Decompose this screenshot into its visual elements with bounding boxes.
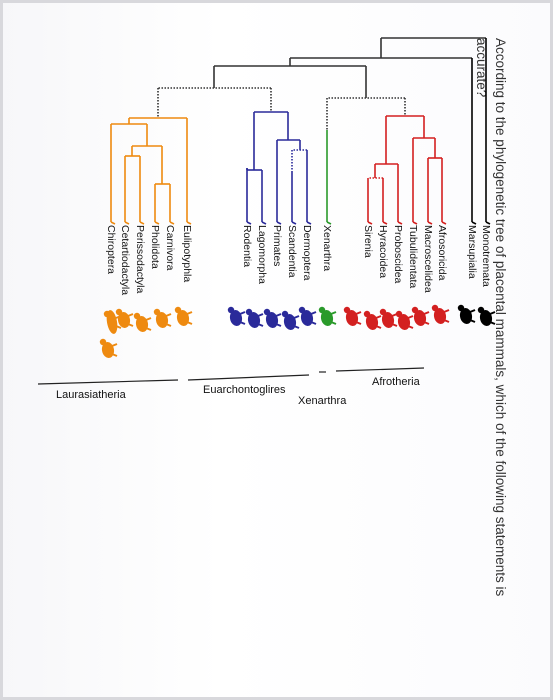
bat-icon — [99, 338, 118, 358]
taxon-label-monotremata: Monotremata — [480, 225, 492, 287]
tip-tick-tubulidentata — [412, 221, 418, 225]
rodent-icon — [227, 306, 246, 326]
laurasiatheria-bar — [37, 379, 179, 385]
afrotheria-bar — [335, 367, 425, 372]
taxon-label-lagomorpha: Lagomorpha — [256, 225, 268, 284]
armadillo-icon — [318, 306, 337, 326]
tip-tick-perissodactyla — [139, 221, 145, 225]
group-label-laurasiatheria: Laurasiatheria — [56, 389, 127, 401]
tip-tick-sirenia — [367, 221, 373, 225]
cat-icon — [153, 308, 172, 328]
tip-tick-scandentia — [291, 221, 297, 225]
tip-tick-dermoptera — [306, 221, 312, 225]
taxon-label-eulipotyphla: Eulipotyphla — [181, 225, 193, 282]
taxon-label-scandentia: Scandentia — [286, 225, 298, 278]
colugo-icon — [298, 306, 317, 326]
platypus-icon — [477, 306, 496, 326]
manatee-icon — [343, 306, 362, 326]
taxon-label-cetartiodactyla: Cetartiodactyla — [119, 225, 131, 295]
taxon-label-sirenia: Sirenia — [362, 225, 374, 258]
group-label-afrotheria: Afrotheria — [372, 376, 421, 388]
taxon-label-tubulidentata: Tubulidentata — [407, 225, 419, 288]
tip-tick-chiroptera — [110, 221, 116, 225]
tree-tips — [110, 38, 491, 225]
tip-tick-lagomorpha — [261, 221, 267, 225]
treeshrew-icon — [281, 310, 300, 330]
taxon-label-hyracoidea: Hyracoidea — [377, 225, 389, 278]
elephant-icon — [379, 308, 398, 328]
tenrec-icon — [431, 304, 450, 324]
taxon-label-dermoptera: Dermoptera — [301, 225, 313, 281]
taxon-label-rodentia: Rodentia — [241, 225, 253, 267]
group-bars: Afrotheria Xenarthra Euarchontoglires La… — [37, 367, 425, 407]
taxon-label-marsupialia: Marsupialia — [466, 225, 478, 279]
taxon-label-primates: Primates — [271, 225, 283, 266]
hyrax-icon — [363, 310, 382, 330]
tip-tick-eulipotyphla — [186, 221, 192, 225]
elephant-shrew-icon — [411, 306, 430, 326]
tree-branches — [111, 37, 486, 185]
tip-tick-proboscidea — [397, 221, 403, 225]
taxon-label-macroscelidea: Macroscelidea — [422, 225, 434, 293]
taxon-label-xenarthra: Xenarthra — [321, 225, 333, 271]
group-label-xenarthra: Xenarthra — [298, 395, 347, 407]
rabbit-icon — [245, 308, 264, 328]
tip-tick-xenarthra — [326, 221, 332, 225]
monkey-icon — [263, 308, 282, 328]
tip-tick-rodentia — [246, 221, 252, 225]
tip-tick-hyracoidea — [382, 221, 388, 225]
tip-tick-pholidota — [154, 221, 160, 225]
group-label-euarchontoglires: Euarchontoglires — [203, 384, 286, 396]
taxon-label-proboscidea: Proboscidea — [392, 225, 404, 284]
deer-whale-icon — [103, 310, 122, 334]
tip-tick-afrosoricida — [441, 221, 447, 225]
taxon-label-perissodactyla: Perissodactyla — [134, 225, 146, 293]
taxon-label-chiroptera: Chiroptera — [105, 225, 117, 274]
taxon-label-carnivora: Carnivora — [164, 225, 176, 271]
tip-tick-macroscelidea — [427, 221, 433, 225]
animal-icons — [99, 304, 496, 358]
kangaroo-icon — [457, 304, 476, 324]
hedgehog-icon — [174, 306, 193, 326]
taxon-label-pholidota: Pholidota — [149, 225, 161, 269]
tip-tick-monotremata — [485, 221, 491, 225]
tip-tick-marsupialia — [471, 221, 477, 225]
aardvark-icon — [395, 310, 414, 330]
tip-tick-carnivora — [169, 221, 175, 225]
taxon-label-afrosoricida: Afrosoricida — [436, 225, 448, 281]
pangolin-icon — [133, 312, 152, 332]
tip-tick-primates — [276, 221, 282, 225]
tip-tick-cetartiodactyla — [124, 221, 130, 225]
euarchontoglires-bar — [187, 374, 310, 381]
